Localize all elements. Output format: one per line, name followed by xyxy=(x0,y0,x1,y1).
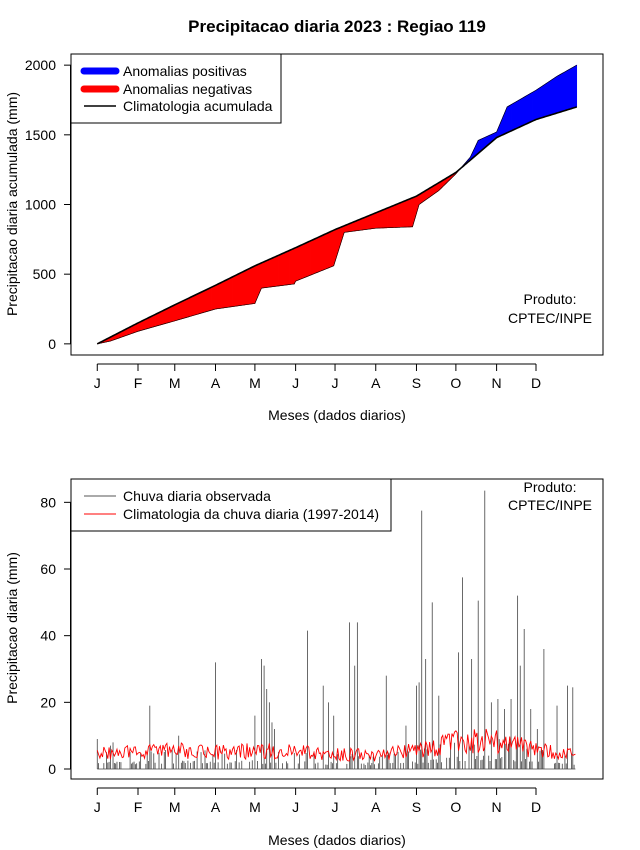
bottom-x-tick-label: A xyxy=(211,799,221,815)
legend-label-climatology: Climatologia acumulada xyxy=(123,98,273,114)
top-x-tick-label: A xyxy=(371,375,381,391)
top-x-tick-label: J xyxy=(332,375,339,391)
top-y-axis: 0 500 1000 1500 2000 xyxy=(25,57,71,352)
legend-label-negative: Anomalias negativas xyxy=(123,81,252,97)
top-plot: 0 500 1000 1500 2000 J F M A M J J A S O N D Precipitac… xyxy=(4,53,604,423)
top-product-label: Produto: xyxy=(524,291,577,307)
bottom-y-tick-label: 40 xyxy=(40,628,56,644)
bottom-legend: Chuva diaria observada Climatologia da c… xyxy=(70,478,392,532)
bottom-legend-box xyxy=(70,478,392,532)
top-x-label: Meses (dados diarios) xyxy=(268,407,406,423)
legend-label-observed: Chuva diaria observada xyxy=(123,488,271,504)
top-x-tick-label: M xyxy=(249,375,261,391)
top-x-tick-label: M xyxy=(169,375,181,391)
bottom-x-tick-label: S xyxy=(412,799,421,815)
legend-label-positive: Anomalias positivas xyxy=(123,63,247,79)
anomaly-positive-segment xyxy=(575,64,578,108)
bottom-daily-rain-bars xyxy=(96,490,576,770)
legend-label-clim-daily: Climatologia da chuva diaria (1997-2014) xyxy=(123,506,379,522)
chart-title: Precipitacao diaria 2023 : Regiao 119 xyxy=(188,17,486,36)
observed-accumulated-outline xyxy=(97,64,577,345)
bottom-product-source: CPTEC/INPE xyxy=(508,497,592,513)
bottom-x-tick-label: J xyxy=(332,799,339,815)
bottom-y-tick-label: 60 xyxy=(40,561,56,577)
top-y-tick-label: 1000 xyxy=(25,197,56,213)
top-x-tick-label: J xyxy=(292,375,299,391)
bottom-x-tick-label: N xyxy=(492,799,502,815)
bottom-x-label: Meses (dados diarios) xyxy=(268,832,406,848)
bottom-y-tick-label: 80 xyxy=(40,494,56,510)
top-product-source: CPTEC/INPE xyxy=(508,310,592,326)
top-x-tick-label: S xyxy=(412,375,421,391)
top-y-tick-label: 500 xyxy=(33,266,57,282)
top-climatology-line xyxy=(96,106,577,345)
bottom-y-axis: 0 20 40 60 80 xyxy=(40,494,71,777)
top-legend: Anomalias positivas Anomalias negativas … xyxy=(70,53,282,124)
top-y-label: Precipitacao diaria acumulada (mm) xyxy=(4,92,20,316)
top-x-tick-label: F xyxy=(134,375,143,391)
bottom-y-tick-label: 0 xyxy=(48,761,56,777)
top-x-tick-label: J xyxy=(94,375,101,391)
bottom-x-tick-label: J xyxy=(94,799,101,815)
bottom-x-tick-label: J xyxy=(292,799,299,815)
bottom-x-tick-label: D xyxy=(531,799,541,815)
top-y-tick-label: 1500 xyxy=(25,127,56,143)
bottom-y-tick-label: 20 xyxy=(40,694,56,710)
bottom-climatology-line xyxy=(96,728,576,762)
bottom-y-label: Precipitacao diaria (mm) xyxy=(4,552,20,704)
bottom-product-label: Produto: xyxy=(524,479,577,495)
top-x-tick-label: N xyxy=(492,375,502,391)
top-y-tick-label: 2000 xyxy=(25,57,56,73)
bottom-plot: 0 20 40 60 80 J F M A M J J A S O N D Precipitacao diar… xyxy=(4,478,604,848)
bottom-x-tick-label: O xyxy=(450,799,461,815)
top-x-tick-label: O xyxy=(450,375,461,391)
bottom-x-tick-label: M xyxy=(169,799,181,815)
top-x-tick-label: D xyxy=(531,375,541,391)
top-x-tick-label: A xyxy=(211,375,221,391)
bottom-x-tick-label: F xyxy=(134,799,143,815)
bottom-x-tick-label: M xyxy=(249,799,261,815)
bottom-x-tick-label: A xyxy=(371,799,381,815)
top-y-tick-label: 0 xyxy=(48,336,56,352)
